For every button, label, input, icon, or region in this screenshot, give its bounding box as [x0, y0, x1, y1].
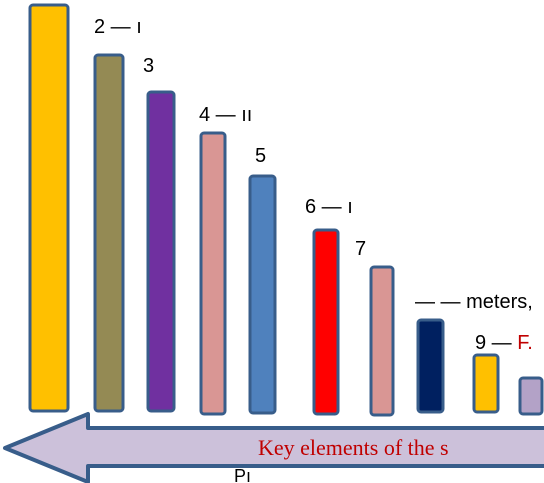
bar-7: [369, 265, 395, 417]
bar-9: [472, 353, 500, 414]
arrow-caption: Key elements of the s: [258, 435, 449, 460]
bars-group: [28, 3, 544, 417]
bar-6: [312, 228, 340, 416]
bottom-caption: Pı: [234, 466, 251, 483]
bar-3: [146, 90, 176, 413]
arrow-group: Key elements of the s: [3, 412, 544, 483]
bar-5: [248, 174, 277, 415]
bar-label-4: 4 — ıı: [199, 104, 252, 126]
bar-1: [28, 3, 70, 413]
bar-4: [199, 131, 227, 416]
left-arrow-shape: [3, 412, 544, 483]
bar-label-7: 7: [355, 238, 366, 260]
bar-label-9: 9 — F.: [475, 332, 533, 354]
bar-label-6: 6 — ı: [305, 196, 353, 218]
bar-8: [416, 318, 445, 414]
bar-label-2: 2 — ı: [94, 16, 142, 38]
bar-label-5: 5: [255, 145, 266, 167]
bar-2: [93, 53, 125, 413]
labels-group: 2 — ı3 4 — ıı5 6 — ı7 — — meters, 9 — F.: [94, 16, 533, 354]
bar-label-8: — — meters,: [415, 291, 533, 313]
bar-label-3: 3: [143, 55, 154, 77]
bar-10: [518, 376, 544, 416]
